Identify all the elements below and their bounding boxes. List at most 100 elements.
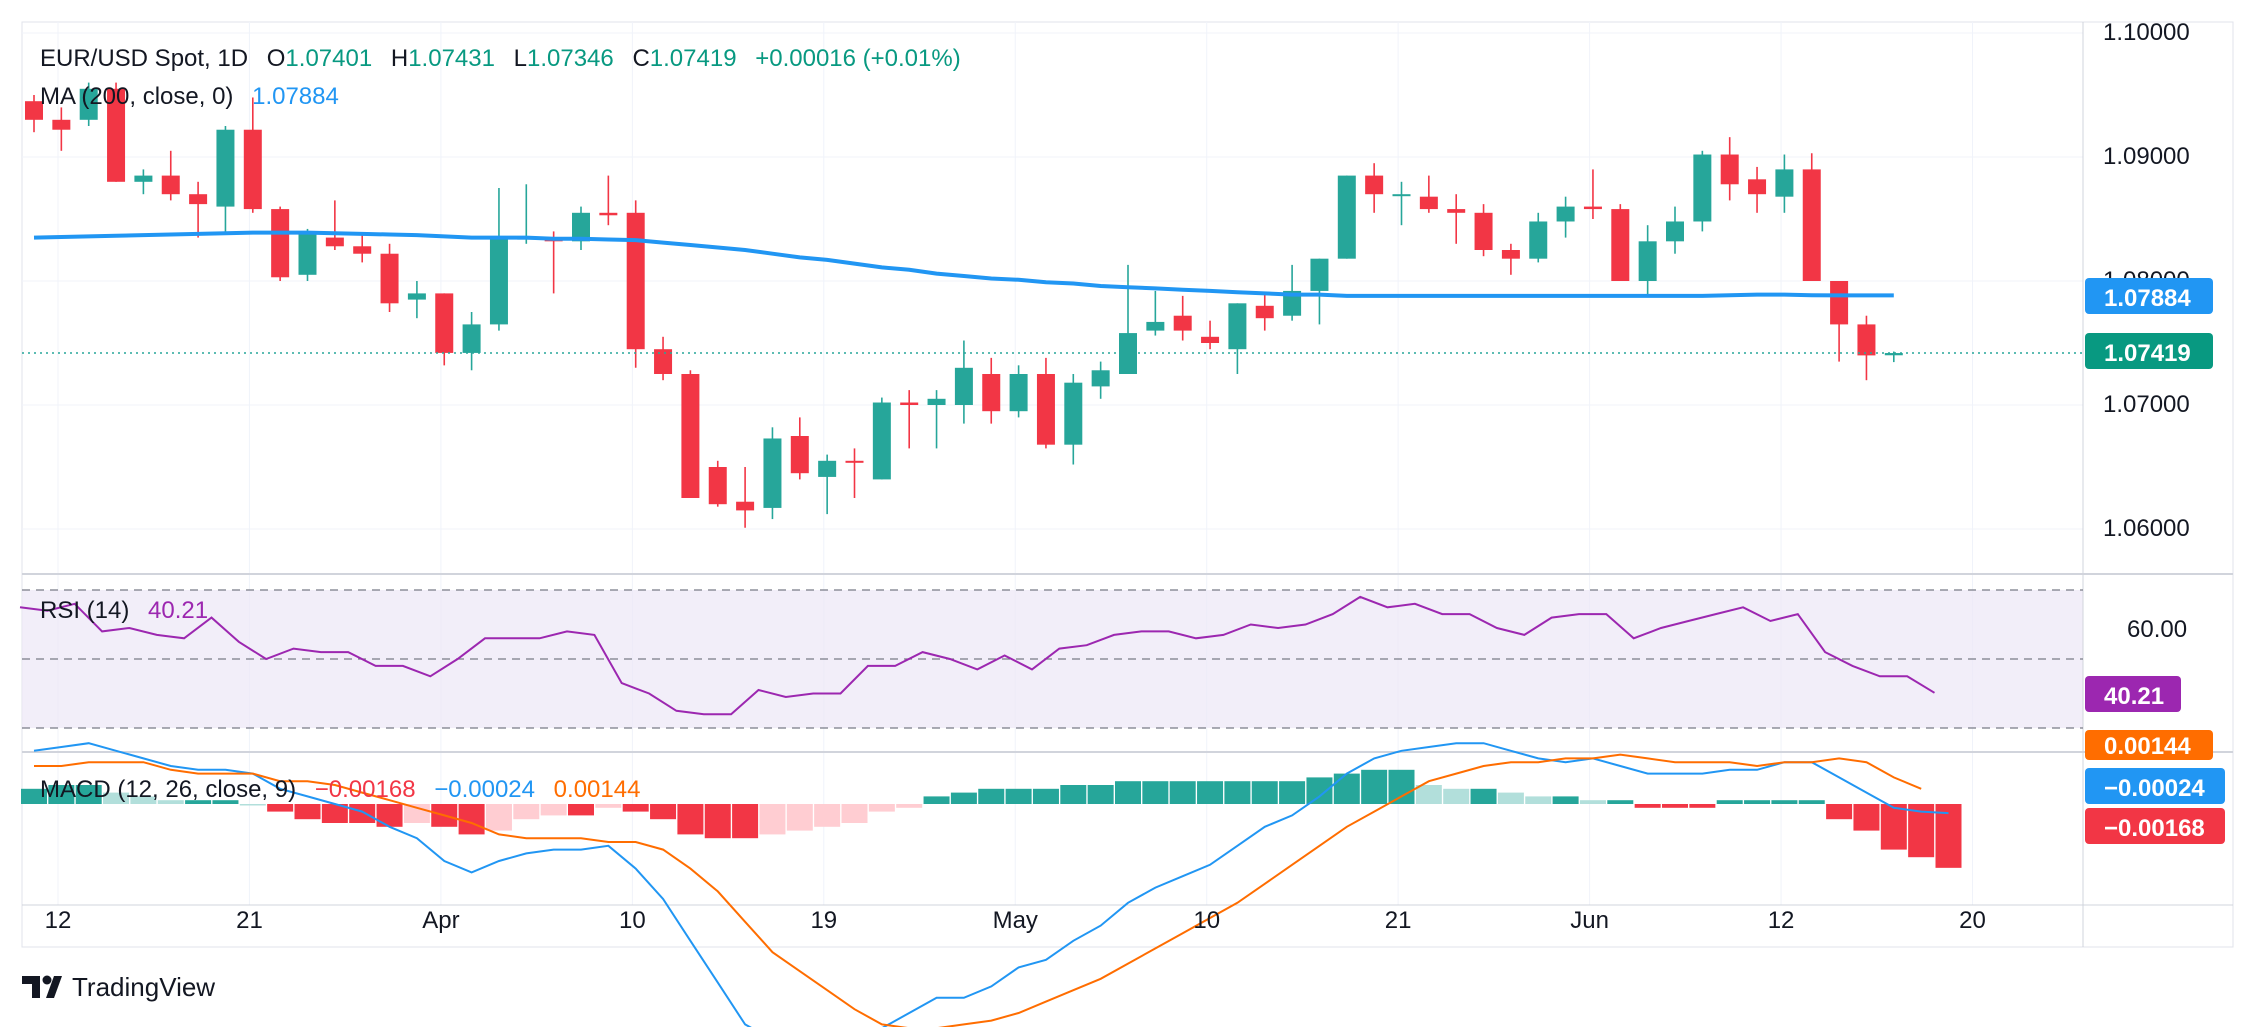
macd-hist-bar — [841, 804, 868, 823]
macd-hist-bar — [868, 804, 895, 812]
candle-body — [189, 194, 208, 205]
candle-body — [107, 88, 126, 182]
macd-signal-badge: 0.00144 — [2085, 730, 2213, 760]
macd-hist-bar — [349, 804, 376, 823]
macd-hist-bar — [759, 804, 786, 835]
ma-legend-label: MA (200, close, 0) — [40, 83, 233, 110]
macd-hist-bar — [1607, 800, 1634, 804]
open-value: 1.07401 — [285, 45, 372, 72]
macd-hist-bar — [1497, 792, 1524, 804]
candle-body — [1748, 179, 1767, 195]
macd-hist-bar — [786, 804, 813, 831]
candle-body — [626, 212, 645, 350]
candle-body — [489, 237, 508, 325]
candle-body — [1392, 194, 1411, 197]
macd-hist-badge: −0.00168 — [2085, 808, 2225, 844]
macd-hist-bar — [1169, 781, 1196, 804]
macd-hist-bar — [1279, 781, 1306, 804]
candle-body — [243, 129, 262, 210]
candle-body — [271, 209, 290, 278]
candle-body — [818, 460, 837, 477]
candle-body — [1529, 221, 1548, 259]
candle-body — [1830, 281, 1849, 325]
close-label: C — [632, 45, 649, 72]
candle-body — [1009, 374, 1028, 412]
candle-body — [654, 349, 673, 374]
macd-hist-bar — [1634, 804, 1661, 808]
price-tick: 1.07000 — [2103, 391, 2190, 418]
candle-body — [1365, 175, 1384, 195]
chart-frame — [21, 21, 2234, 948]
macd-hist-bar — [1306, 777, 1333, 804]
time-label: 10 — [1193, 907, 1220, 934]
candle-body — [763, 438, 782, 508]
time-label: 10 — [619, 907, 646, 934]
macd-hist-bar — [321, 804, 348, 823]
time-label: 19 — [810, 907, 837, 934]
macd-hist-bar — [130, 796, 157, 804]
macd-hist-bar — [1415, 785, 1442, 804]
macd-hist-bar — [896, 804, 923, 808]
low-label: L — [514, 45, 527, 72]
candle-body — [1666, 221, 1684, 242]
brand-name: TradingView — [72, 972, 215, 1002]
macd-legend: MACD (12, 26, close, 9) −0.00168 −0.0002… — [40, 776, 640, 803]
macd-hist-bar — [1716, 800, 1743, 804]
rsi-legend-label: RSI (14) — [40, 597, 129, 624]
macd-hist-bar — [1087, 785, 1114, 804]
signal-line — [34, 753, 1922, 1027]
macd-hist-bar — [1470, 788, 1497, 804]
rsi-legend: RSI (14) 40.21 — [40, 597, 208, 624]
macd-hist-bar — [622, 804, 649, 812]
macd-hist-bar — [1935, 804, 1962, 868]
price-axis[interactable]: 1.10000 1.09000 1.08000 1.07000 1.06000 — [2103, 19, 2190, 542]
close-value: 1.07419 — [650, 45, 737, 72]
macd-hist-bar — [1880, 804, 1907, 850]
open-label: O — [267, 45, 286, 72]
macd-hist-bar — [294, 804, 321, 820]
candle-body — [1720, 154, 1739, 185]
time-axis[interactable]: 12 21 Apr 10 19 May 10 21 Jun 12 20 — [45, 907, 1986, 934]
candle-body — [900, 402, 919, 405]
candle-body — [298, 233, 317, 275]
candle-body — [25, 101, 43, 120]
macd-hist-bar — [513, 804, 540, 820]
candle-body — [134, 175, 153, 182]
candle-body — [708, 467, 727, 505]
ma-price-badge: 1.07884 — [2085, 278, 2213, 314]
candle-body — [1857, 324, 1876, 356]
candle-body — [1173, 315, 1192, 331]
candle-body — [790, 436, 809, 474]
macd-hist-bar — [376, 804, 403, 827]
candle-body — [1775, 169, 1794, 197]
rsi-legend-value: 40.21 — [148, 597, 208, 624]
candle-body — [1036, 374, 1055, 445]
candle-body — [462, 324, 481, 353]
tradingview-logo[interactable]: TradingView — [22, 972, 215, 1002]
candle-body — [599, 212, 618, 216]
high-label: H — [391, 45, 408, 72]
high-value: 1.07431 — [408, 45, 495, 72]
macd-hist-bar — [1771, 800, 1798, 804]
macd-hist-bar — [485, 804, 512, 831]
macd-hist-bar — [458, 804, 485, 835]
time-label: Apr — [422, 907, 459, 934]
macd-hist-bar — [1388, 769, 1415, 804]
rsi-badge: 40.21 — [2085, 676, 2181, 712]
macd-hist-bar — [75, 785, 102, 804]
price-tick: 1.06000 — [2103, 515, 2190, 542]
macd-hist-bar — [1197, 781, 1224, 804]
candle-body — [572, 212, 590, 242]
macd-hist-bar — [1142, 781, 1169, 804]
macd-hist-bar — [1853, 804, 1880, 831]
macd-hist-bar — [950, 792, 977, 804]
macd-hist-bar — [1115, 781, 1141, 804]
macd-hist-bar — [1333, 773, 1360, 804]
candle-body — [325, 237, 344, 247]
macd-hist-bar — [704, 804, 731, 839]
macd-hist-bar — [1689, 804, 1716, 808]
candle-body — [1310, 258, 1329, 291]
symbol-label: EUR/USD Spot, 1D — [40, 45, 248, 72]
time-label: 12 — [1768, 907, 1795, 934]
